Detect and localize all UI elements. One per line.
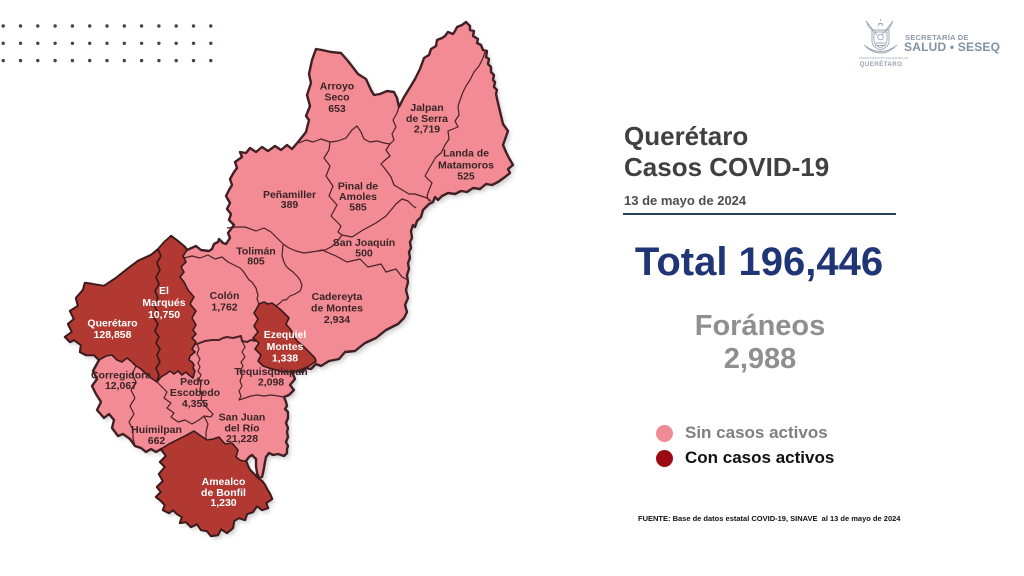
svg-text:21,228: 21,228 (226, 433, 258, 445)
svg-text:2,098: 2,098 (258, 377, 284, 389)
svg-text:de Bonfil: de Bonfil (201, 487, 246, 499)
svg-text:Amoles: Amoles (339, 191, 377, 203)
svg-text:San Juan: San Juan (219, 412, 266, 424)
svg-text:Colón: Colón (210, 290, 240, 302)
svg-text:Tequisquiapan: Tequisquiapan (234, 366, 307, 378)
svg-text:Corregidora: Corregidora (91, 370, 151, 382)
svg-text:Pedro: Pedro (180, 376, 210, 388)
svg-text:Arroyo: Arroyo (320, 81, 354, 93)
svg-text:del Río: del Río (224, 423, 259, 435)
svg-text:1,338: 1,338 (272, 353, 298, 365)
svg-text:El: El (159, 285, 169, 297)
svg-text:de Montes: de Montes (311, 303, 363, 315)
svg-text:de Serra: de Serra (406, 113, 448, 125)
svg-text:Huimilpan: Huimilpan (131, 424, 182, 436)
svg-text:389: 389 (281, 199, 299, 211)
svg-text:805: 805 (247, 256, 265, 268)
svg-text:Jalpan: Jalpan (410, 102, 443, 114)
svg-text:Peñamiller: Peñamiller (263, 189, 316, 201)
svg-text:Querétaro: Querétaro (87, 318, 137, 330)
svg-text:Matamoros: Matamoros (438, 160, 494, 172)
svg-text:12,067: 12,067 (105, 380, 137, 392)
svg-text:525: 525 (457, 171, 475, 183)
svg-text:San Joaquín: San Joaquín (333, 237, 395, 249)
svg-text:1,230: 1,230 (210, 497, 236, 509)
svg-text:2,934: 2,934 (324, 314, 350, 326)
svg-text:1,762: 1,762 (211, 302, 237, 314)
svg-text:653: 653 (328, 103, 346, 115)
svg-text:585: 585 (349, 202, 367, 214)
svg-text:Cadereyta: Cadereyta (312, 291, 363, 303)
svg-text:Ezequiel: Ezequiel (264, 329, 307, 341)
svg-text:2,719: 2,719 (414, 124, 440, 136)
svg-text:Pinal de: Pinal de (338, 181, 378, 193)
svg-text:Landa de: Landa de (443, 148, 489, 160)
svg-text:Amealco: Amealco (202, 476, 246, 488)
svg-text:Escobedo: Escobedo (170, 387, 220, 399)
svg-text:4,355: 4,355 (182, 398, 208, 410)
svg-text:662: 662 (148, 435, 166, 447)
svg-text:Montes: Montes (267, 341, 304, 353)
svg-text:128,858: 128,858 (94, 329, 132, 341)
svg-text:10,750: 10,750 (148, 309, 180, 321)
svg-text:Tolimán: Tolimán (236, 246, 275, 258)
svg-text:Marqués: Marqués (142, 297, 185, 309)
svg-text:500: 500 (355, 248, 373, 260)
svg-text:Seco: Seco (324, 92, 349, 104)
